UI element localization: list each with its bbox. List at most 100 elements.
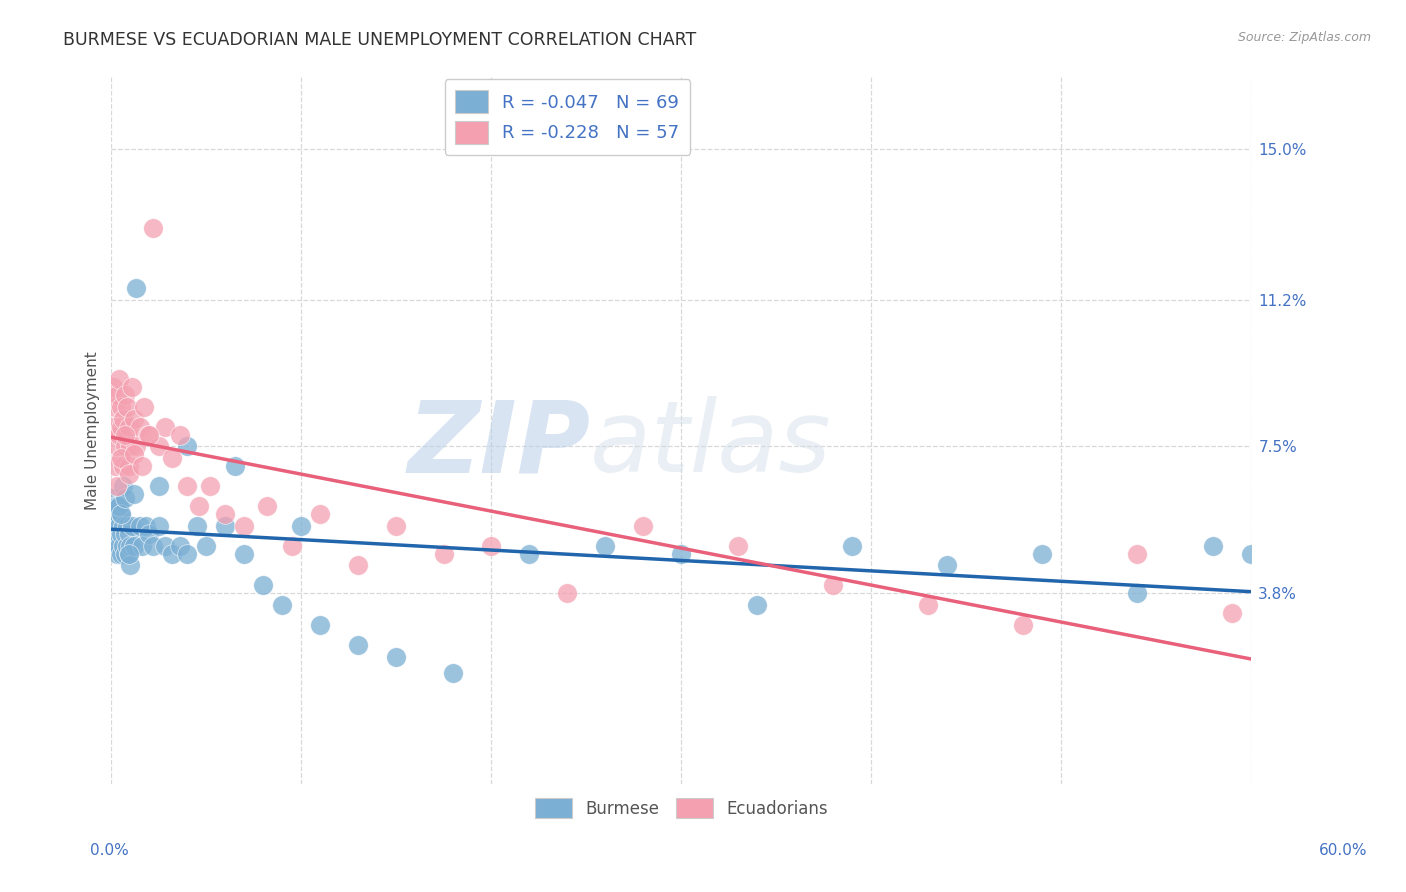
Point xyxy=(1202,539,1225,553)
Point xyxy=(747,598,769,612)
Point xyxy=(169,539,191,553)
Point xyxy=(186,518,208,533)
Point xyxy=(195,539,218,553)
Point xyxy=(104,499,127,513)
Point xyxy=(103,507,125,521)
Point xyxy=(121,518,143,533)
Point xyxy=(917,598,939,612)
Point xyxy=(114,526,136,541)
Point xyxy=(671,547,693,561)
Point xyxy=(117,526,139,541)
Legend: Burmese, Ecuadorians: Burmese, Ecuadorians xyxy=(529,791,834,825)
Point xyxy=(108,539,131,553)
Point xyxy=(129,518,152,533)
Point xyxy=(103,380,125,394)
Point xyxy=(114,547,136,561)
Point xyxy=(121,380,143,394)
Point xyxy=(103,419,125,434)
Y-axis label: Male Unemployment: Male Unemployment xyxy=(86,351,100,510)
Point xyxy=(115,518,138,533)
Point xyxy=(187,499,209,513)
Point xyxy=(841,539,863,553)
Point xyxy=(111,518,134,533)
Point xyxy=(105,388,128,402)
Text: Source: ZipAtlas.com: Source: ZipAtlas.com xyxy=(1237,31,1371,45)
Point xyxy=(108,372,131,386)
Point xyxy=(176,547,198,561)
Point xyxy=(131,459,153,474)
Point xyxy=(110,526,132,541)
Point xyxy=(142,221,165,235)
Point xyxy=(271,598,294,612)
Point xyxy=(114,427,136,442)
Text: ZIP: ZIP xyxy=(408,396,591,493)
Text: 60.0%: 60.0% xyxy=(1319,843,1367,858)
Point xyxy=(200,479,222,493)
Point xyxy=(557,586,579,600)
Point xyxy=(160,451,183,466)
Point xyxy=(111,539,134,553)
Point xyxy=(148,479,170,493)
Point xyxy=(114,491,136,505)
Point xyxy=(138,427,160,442)
Point xyxy=(110,451,132,466)
Point xyxy=(110,419,132,434)
Point xyxy=(595,539,617,553)
Point xyxy=(385,649,408,664)
Point xyxy=(1126,586,1149,600)
Point xyxy=(104,539,127,553)
Point xyxy=(108,499,131,513)
Point xyxy=(1126,547,1149,561)
Point xyxy=(153,539,176,553)
Point xyxy=(105,440,128,454)
Point xyxy=(169,427,191,442)
Point xyxy=(214,507,236,521)
Point xyxy=(125,281,148,295)
Point xyxy=(347,638,370,652)
Point xyxy=(233,518,256,533)
Point xyxy=(117,459,139,474)
Point xyxy=(110,507,132,521)
Point xyxy=(224,459,246,474)
Point xyxy=(936,558,959,573)
Point xyxy=(111,459,134,474)
Point xyxy=(347,558,370,573)
Point xyxy=(122,447,145,461)
Point xyxy=(110,547,132,561)
Point xyxy=(103,518,125,533)
Point xyxy=(117,547,139,561)
Point xyxy=(114,440,136,454)
Point xyxy=(117,467,139,482)
Point xyxy=(110,400,132,414)
Point xyxy=(108,499,131,513)
Point xyxy=(105,526,128,541)
Point xyxy=(122,487,145,501)
Point xyxy=(136,427,159,442)
Point xyxy=(309,507,332,521)
Point xyxy=(252,578,274,592)
Point xyxy=(125,440,148,454)
Point xyxy=(823,578,845,592)
Point xyxy=(122,411,145,425)
Point xyxy=(108,518,131,533)
Point xyxy=(103,491,125,505)
Point xyxy=(281,539,304,553)
Point xyxy=(120,440,142,454)
Point xyxy=(385,518,408,533)
Point xyxy=(727,539,749,553)
Point xyxy=(633,518,655,533)
Point xyxy=(441,665,464,680)
Text: BURMESE VS ECUADORIAN MALE UNEMPLOYMENT CORRELATION CHART: BURMESE VS ECUADORIAN MALE UNEMPLOYMENT … xyxy=(63,31,696,49)
Point xyxy=(104,459,127,474)
Point xyxy=(110,507,132,521)
Point xyxy=(148,440,170,454)
Point xyxy=(138,526,160,541)
Point xyxy=(120,558,142,573)
Point xyxy=(1240,547,1263,561)
Point xyxy=(142,539,165,553)
Point xyxy=(104,518,127,533)
Point xyxy=(309,618,332,632)
Point xyxy=(105,479,128,493)
Point xyxy=(108,427,131,442)
Point xyxy=(256,499,278,513)
